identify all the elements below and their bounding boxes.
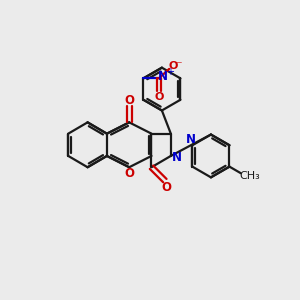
- Text: +: +: [166, 67, 174, 77]
- Text: O: O: [168, 61, 178, 71]
- Text: CH₃: CH₃: [239, 171, 260, 181]
- Text: ⁻: ⁻: [176, 59, 182, 72]
- Text: N: N: [186, 133, 196, 146]
- Text: O: O: [124, 167, 134, 180]
- Text: N: N: [158, 70, 168, 83]
- Text: O: O: [161, 181, 171, 194]
- Text: N: N: [172, 151, 182, 164]
- Text: O: O: [154, 92, 164, 102]
- Text: O: O: [124, 94, 134, 107]
